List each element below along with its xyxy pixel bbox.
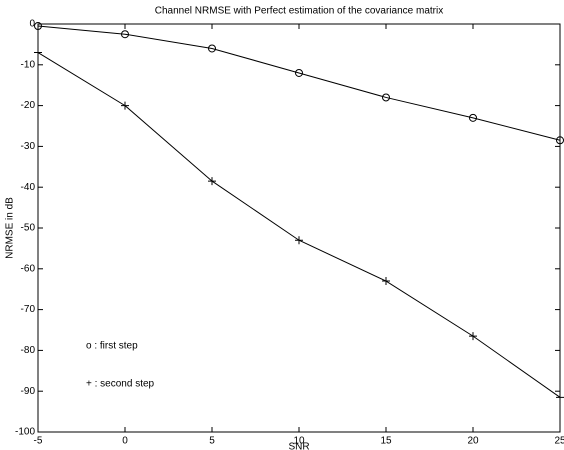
y-tick-label: -80 <box>21 345 36 356</box>
marker-plus <box>469 332 477 341</box>
marker-circle <box>208 44 216 53</box>
x-tick-label: 10 <box>293 436 305 447</box>
marker-plus <box>208 177 216 186</box>
marker-plus <box>34 48 42 57</box>
marker-circle <box>34 22 42 31</box>
x-tick-label: 25 <box>554 436 564 447</box>
y-tick-label: -40 <box>21 182 36 193</box>
plot-frame <box>37 23 561 433</box>
marker-plus <box>382 277 390 286</box>
marker-circle <box>382 93 390 102</box>
y-tick-label: -90 <box>21 386 36 397</box>
x-tick-label: 20 <box>467 436 479 447</box>
y-tick-label: -30 <box>21 141 36 152</box>
y-tick-label: -60 <box>21 263 36 274</box>
y-tick-label: 0 <box>29 19 35 30</box>
x-tick-label: 15 <box>380 436 392 447</box>
y-axis-label: NRMSE in dB <box>5 197 16 259</box>
marker-circle <box>469 113 477 122</box>
series-line <box>37 25 561 141</box>
x-axis-label: SNR <box>288 442 309 450</box>
marker-plus <box>556 393 564 402</box>
y-tick-label: -50 <box>21 223 36 234</box>
legend-label: + : second step <box>86 379 155 390</box>
y-tick-label: -70 <box>21 304 36 315</box>
marker-plus <box>295 236 303 245</box>
y-tick-label: -10 <box>21 59 36 70</box>
y-tick-label: -20 <box>21 100 36 111</box>
legend-label: o : first step <box>86 341 138 352</box>
marker-circle <box>121 30 129 39</box>
x-tick-label: -5 <box>34 436 43 447</box>
y-tick-label: -100 <box>15 427 35 438</box>
marker-plus <box>121 101 129 110</box>
marker-circle <box>295 68 303 77</box>
x-tick-label: 5 <box>209 436 215 447</box>
chart-title: Channel NRMSE with Perfect estimation of… <box>155 6 443 17</box>
x-tick-label: 0 <box>122 436 128 447</box>
